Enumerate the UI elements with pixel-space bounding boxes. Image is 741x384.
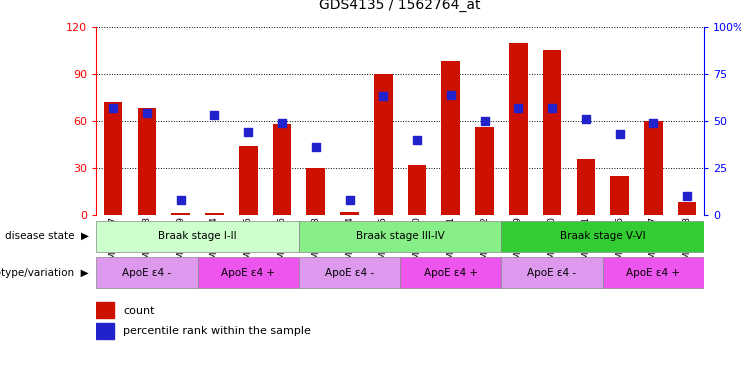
- Point: [344, 197, 356, 203]
- Text: ApoE ε4 +: ApoE ε4 +: [626, 268, 680, 278]
- Text: ApoE ε4 -: ApoE ε4 -: [325, 268, 374, 278]
- Point: [546, 105, 558, 111]
- Bar: [542, 50, 562, 215]
- Text: Braak stage V-VI: Braak stage V-VI: [560, 231, 645, 241]
- Point: [681, 193, 693, 199]
- Bar: [104, 102, 122, 215]
- Text: ApoE ε4 -: ApoE ε4 -: [122, 268, 171, 278]
- Bar: [307, 168, 325, 215]
- Point: [580, 116, 592, 122]
- Bar: [576, 159, 595, 215]
- Text: count: count: [123, 306, 155, 316]
- Point: [512, 105, 524, 111]
- Point: [107, 105, 119, 111]
- Point: [242, 129, 254, 135]
- Bar: [273, 124, 291, 215]
- Point: [175, 197, 187, 203]
- Bar: [171, 214, 190, 215]
- Point: [141, 110, 153, 116]
- Text: ApoE ε4 -: ApoE ε4 -: [528, 268, 576, 278]
- Bar: [374, 74, 393, 215]
- Text: genotype/variation  ▶: genotype/variation ▶: [0, 268, 89, 278]
- Point: [445, 91, 456, 98]
- Bar: [509, 43, 528, 215]
- Text: disease state  ▶: disease state ▶: [5, 231, 89, 241]
- Point: [276, 120, 288, 126]
- Bar: [205, 214, 224, 215]
- Bar: [644, 121, 662, 215]
- Point: [411, 137, 423, 143]
- Bar: [340, 212, 359, 215]
- Text: ApoE ε4 +: ApoE ε4 +: [424, 268, 478, 278]
- Point: [614, 131, 625, 137]
- Bar: [198, 257, 299, 288]
- Bar: [408, 165, 426, 215]
- Text: Braak stage I-II: Braak stage I-II: [159, 231, 237, 241]
- Bar: [96, 220, 299, 252]
- Bar: [96, 257, 198, 288]
- Bar: [502, 220, 704, 252]
- Bar: [475, 127, 494, 215]
- Point: [208, 112, 220, 118]
- Text: Braak stage III-IV: Braak stage III-IV: [356, 231, 445, 241]
- Text: ApoE ε4 +: ApoE ε4 +: [222, 268, 275, 278]
- Point: [479, 118, 491, 124]
- Bar: [400, 257, 502, 288]
- Bar: [678, 202, 697, 215]
- Bar: [442, 61, 460, 215]
- Bar: [502, 257, 602, 288]
- Bar: [299, 257, 400, 288]
- Text: GDS4135 / 1562764_at: GDS4135 / 1562764_at: [319, 0, 481, 12]
- Point: [648, 120, 659, 126]
- Point: [377, 93, 389, 99]
- Bar: [602, 257, 704, 288]
- Bar: [299, 220, 502, 252]
- Bar: [239, 146, 258, 215]
- Bar: [96, 323, 114, 339]
- Bar: [96, 302, 114, 318]
- Bar: [611, 176, 629, 215]
- Bar: [138, 108, 156, 215]
- Text: percentile rank within the sample: percentile rank within the sample: [123, 326, 311, 336]
- Point: [310, 144, 322, 151]
